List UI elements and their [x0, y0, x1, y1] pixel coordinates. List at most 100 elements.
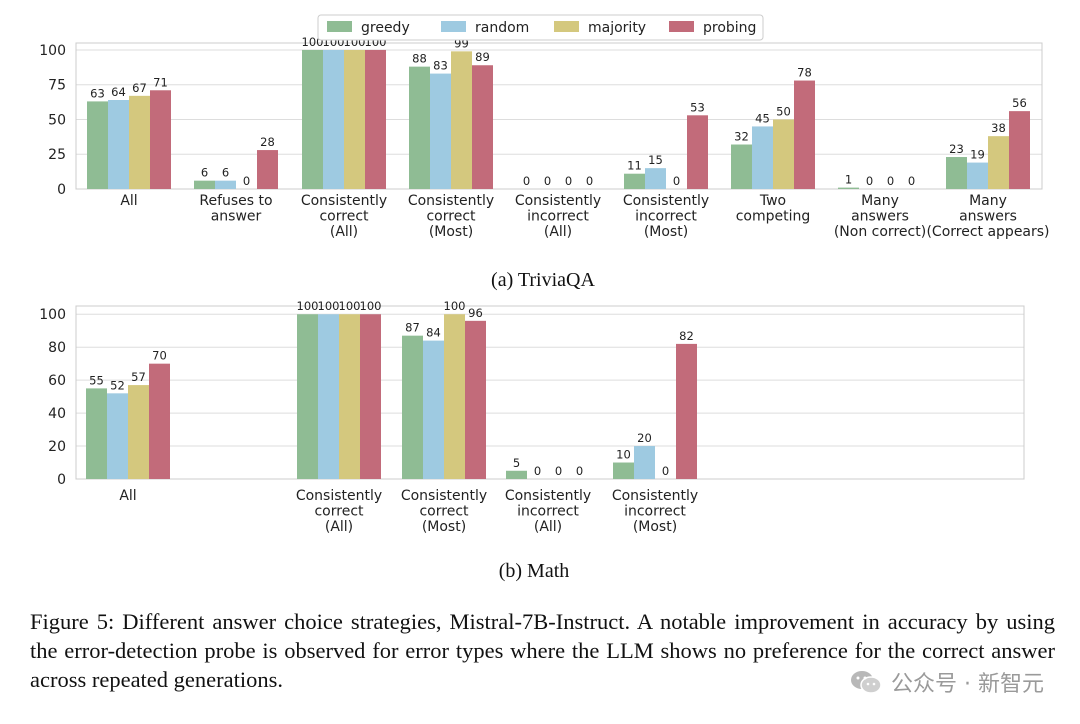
data-label: 0 — [544, 174, 551, 188]
x-tick-label: Consistently — [612, 488, 698, 504]
plot-frame — [75, 305, 1025, 480]
bar-probing — [1009, 111, 1030, 189]
bar-greedy — [402, 335, 423, 479]
watermark-text: 公众号 · 新智元 — [891, 672, 1044, 697]
y-tick-label: 40 — [48, 406, 66, 422]
bar-greedy — [731, 144, 752, 189]
x-tick-label: correct — [314, 504, 364, 520]
bar-greedy — [946, 157, 967, 189]
data-label: 100 — [444, 299, 466, 313]
x-tick-label: Consistently — [401, 488, 487, 504]
legend-swatch-probing — [669, 21, 694, 32]
data-label: 50 — [776, 104, 791, 118]
data-label: 0 — [866, 174, 873, 188]
x-tick-label: Consistently — [301, 193, 387, 209]
bar-probing — [794, 80, 815, 189]
bar-random — [423, 340, 444, 479]
bar-probing — [676, 343, 697, 479]
x-tick-label: (All) — [534, 519, 562, 535]
data-label: 10 — [616, 448, 631, 462]
wechat-icon — [851, 671, 882, 694]
y-tick-label: 20 — [48, 439, 66, 455]
bar-majority — [339, 314, 360, 479]
data-label: 45 — [755, 111, 770, 125]
bar-probing — [687, 115, 708, 189]
data-label: 84 — [426, 326, 441, 340]
legend-box — [317, 14, 764, 41]
bar-probing — [472, 65, 493, 189]
bar-greedy — [838, 187, 859, 189]
x-tick-label: All — [120, 193, 137, 209]
data-label: 1 — [845, 173, 852, 187]
x-tick-label: (Most) — [644, 224, 688, 240]
x-tick-label: (All) — [330, 224, 358, 240]
x-tick-label: (Most) — [429, 224, 473, 240]
data-label: 0 — [523, 174, 530, 188]
y-tick-label: 75 — [48, 78, 66, 94]
x-tick-label: incorrect — [517, 504, 579, 520]
x-tick-label: Consistently — [408, 193, 494, 209]
legend: greedy random majority probing — [317, 14, 764, 41]
x-tick-label: answers — [851, 209, 909, 225]
data-label: 64 — [111, 85, 126, 99]
x-tick-label: Consistently — [623, 193, 709, 209]
watermark: 公众号 · 新智元 — [849, 666, 1044, 698]
x-tick-label: answer — [211, 209, 262, 225]
legend-swatch-majority — [554, 21, 579, 32]
data-label: 6 — [201, 166, 208, 180]
x-tick-label: Refuses to — [199, 193, 272, 209]
x-tick-label: Many — [861, 193, 899, 209]
bar-random — [634, 446, 655, 479]
data-label: 6 — [222, 166, 229, 180]
data-label: 56 — [1012, 96, 1027, 110]
data-label: 15 — [648, 153, 663, 167]
data-label: 5 — [513, 456, 520, 470]
chart-subtitle: (b) Math — [499, 560, 570, 582]
y-tick-label: 50 — [48, 112, 66, 128]
data-label: 100 — [318, 299, 340, 313]
data-label: 57 — [131, 370, 146, 384]
x-tick-label: Consistently — [505, 488, 591, 504]
data-label: 70 — [152, 349, 167, 363]
x-tick-label: (Most) — [633, 519, 677, 535]
data-label: 100 — [297, 299, 319, 313]
data-label: 38 — [991, 121, 1006, 135]
data-label: 82 — [679, 329, 694, 343]
y-tick-label: 25 — [48, 147, 66, 163]
bar-majority — [988, 136, 1009, 189]
data-label: 87 — [405, 321, 420, 335]
data-label: 83 — [433, 59, 448, 73]
data-label: 23 — [949, 142, 964, 156]
bar-random — [430, 73, 451, 189]
y-tick-label: 0 — [57, 182, 66, 198]
bar-probing — [365, 49, 386, 190]
x-tick-label: answers — [959, 209, 1017, 225]
y-tick-label: 0 — [57, 472, 66, 488]
data-label: 0 — [673, 174, 680, 188]
bar-majority — [444, 314, 465, 479]
x-tick-label: (Most) — [422, 519, 466, 535]
data-label: 89 — [475, 50, 490, 64]
legend-label-probing: probing — [703, 20, 756, 36]
bar-probing — [465, 320, 486, 479]
bar-majority — [344, 49, 365, 190]
bar-probing — [150, 90, 171, 189]
data-label: 67 — [132, 81, 147, 95]
data-label: 0 — [534, 464, 541, 478]
x-tick-label: Many — [969, 193, 1007, 209]
bar-random — [967, 162, 988, 189]
bar-majority — [773, 119, 794, 189]
bar-random — [323, 49, 344, 190]
data-label: 88 — [412, 52, 427, 66]
bar-majority — [128, 385, 149, 479]
data-label: 11 — [627, 159, 642, 173]
x-tick-label: Consistently — [515, 193, 601, 209]
bar-random — [318, 314, 339, 479]
x-tick-label: incorrect — [624, 504, 686, 520]
data-label: 32 — [734, 130, 749, 144]
bar-random — [107, 393, 128, 479]
legend-swatch-greedy — [327, 21, 352, 32]
